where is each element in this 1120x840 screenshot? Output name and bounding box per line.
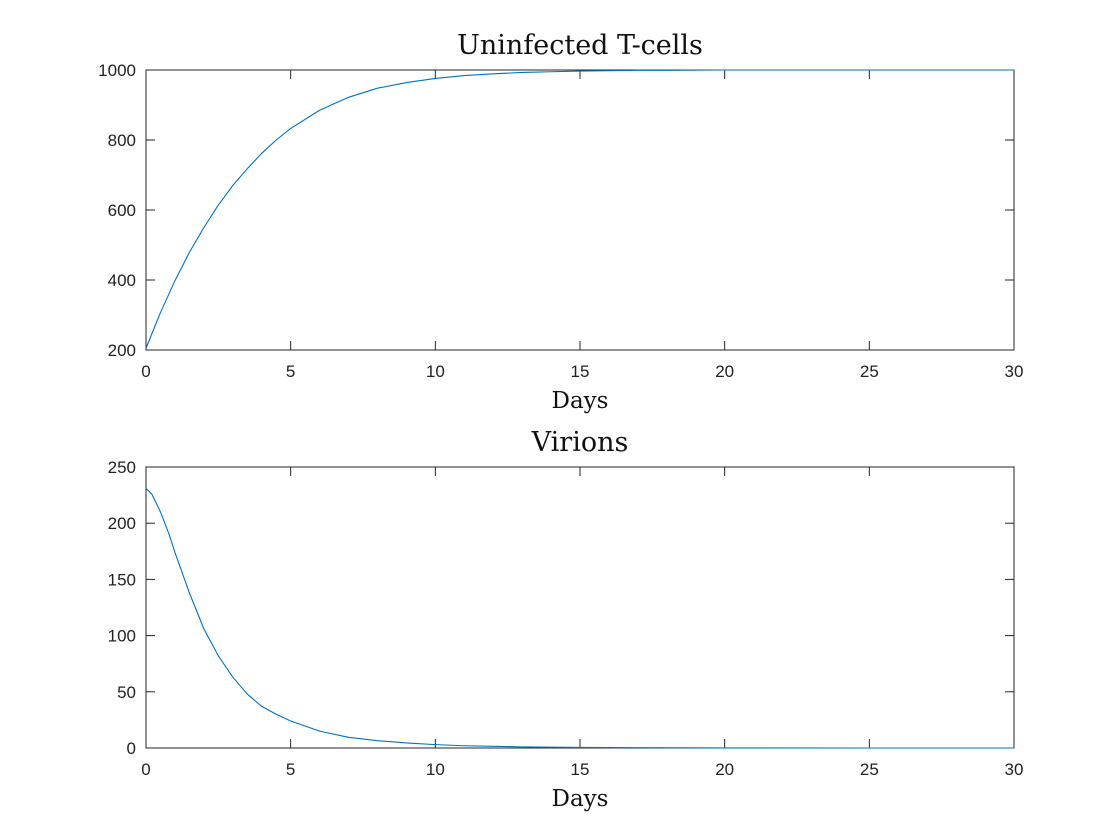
tcells-series-line	[145, 69, 1014, 349]
tcells-title: Uninfected T-cells	[457, 30, 703, 61]
virions-x-axis-label: Days	[552, 786, 609, 812]
tcells-x-tick-label: 5	[286, 362, 295, 381]
virions-series-line	[145, 487, 1014, 749]
virions-ticks: 0 5 10 15 20 25 30 0 50 100 150 200 250	[108, 458, 1024, 779]
virions-y-tick-label: 250	[108, 458, 136, 477]
tcells-x-tick-label: 0	[141, 362, 150, 381]
virions-y-tick-label: 100	[108, 627, 136, 646]
tcells-x-tick-label: 30	[1005, 362, 1024, 381]
tcells-axes-box	[145, 69, 1015, 351]
virions-y-tick-label: 50	[117, 683, 136, 702]
virions-x-tick-label: 20	[715, 760, 734, 779]
tcells-x-tick-label: 20	[715, 362, 734, 381]
virions-x-tick-label: 5	[286, 760, 295, 779]
tcells-subplot: Uninfected T-cells 0 5 10 15 20 25 30 200 400 600…	[98, 30, 1023, 414]
virions-y-tick-label: 200	[108, 514, 136, 533]
virions-x-tick-label: 10	[426, 760, 445, 779]
tcells-x-tick-label: 25	[860, 362, 879, 381]
virions-x-tick-label: 0	[141, 760, 150, 779]
virions-line-group	[145, 487, 1014, 749]
tcells-x-tick-label: 15	[571, 362, 590, 381]
virions-x-tick-label: 15	[571, 760, 590, 779]
tcells-x-tick-label: 10	[426, 362, 445, 381]
tcells-y-tick-label: 800	[108, 131, 136, 150]
virions-x-tick-label: 30	[1005, 760, 1024, 779]
virions-subplot: Virions 0 5 10 15 20 25 30 0 50 100 150 200 250 Days	[108, 427, 1024, 812]
tcells-y-tick-label: 200	[108, 341, 136, 360]
tcells-y-tick-label: 600	[108, 201, 136, 220]
virions-y-tick-label: 150	[108, 570, 136, 589]
tcells-y-tick-label: 1000	[98, 61, 136, 80]
tcells-line-group	[145, 69, 1014, 349]
virions-y-tick-label: 0	[127, 739, 136, 758]
virions-title: Virions	[531, 427, 629, 458]
tcells-ticks: 0 5 10 15 20 25 30 200 400 600 800 1000	[98, 61, 1023, 381]
tcells-x-axis-label: Days	[552, 388, 609, 414]
tcells-y-tick-label: 400	[108, 271, 136, 290]
virions-x-tick-label: 25	[860, 760, 879, 779]
virions-axes-box	[145, 466, 1015, 749]
